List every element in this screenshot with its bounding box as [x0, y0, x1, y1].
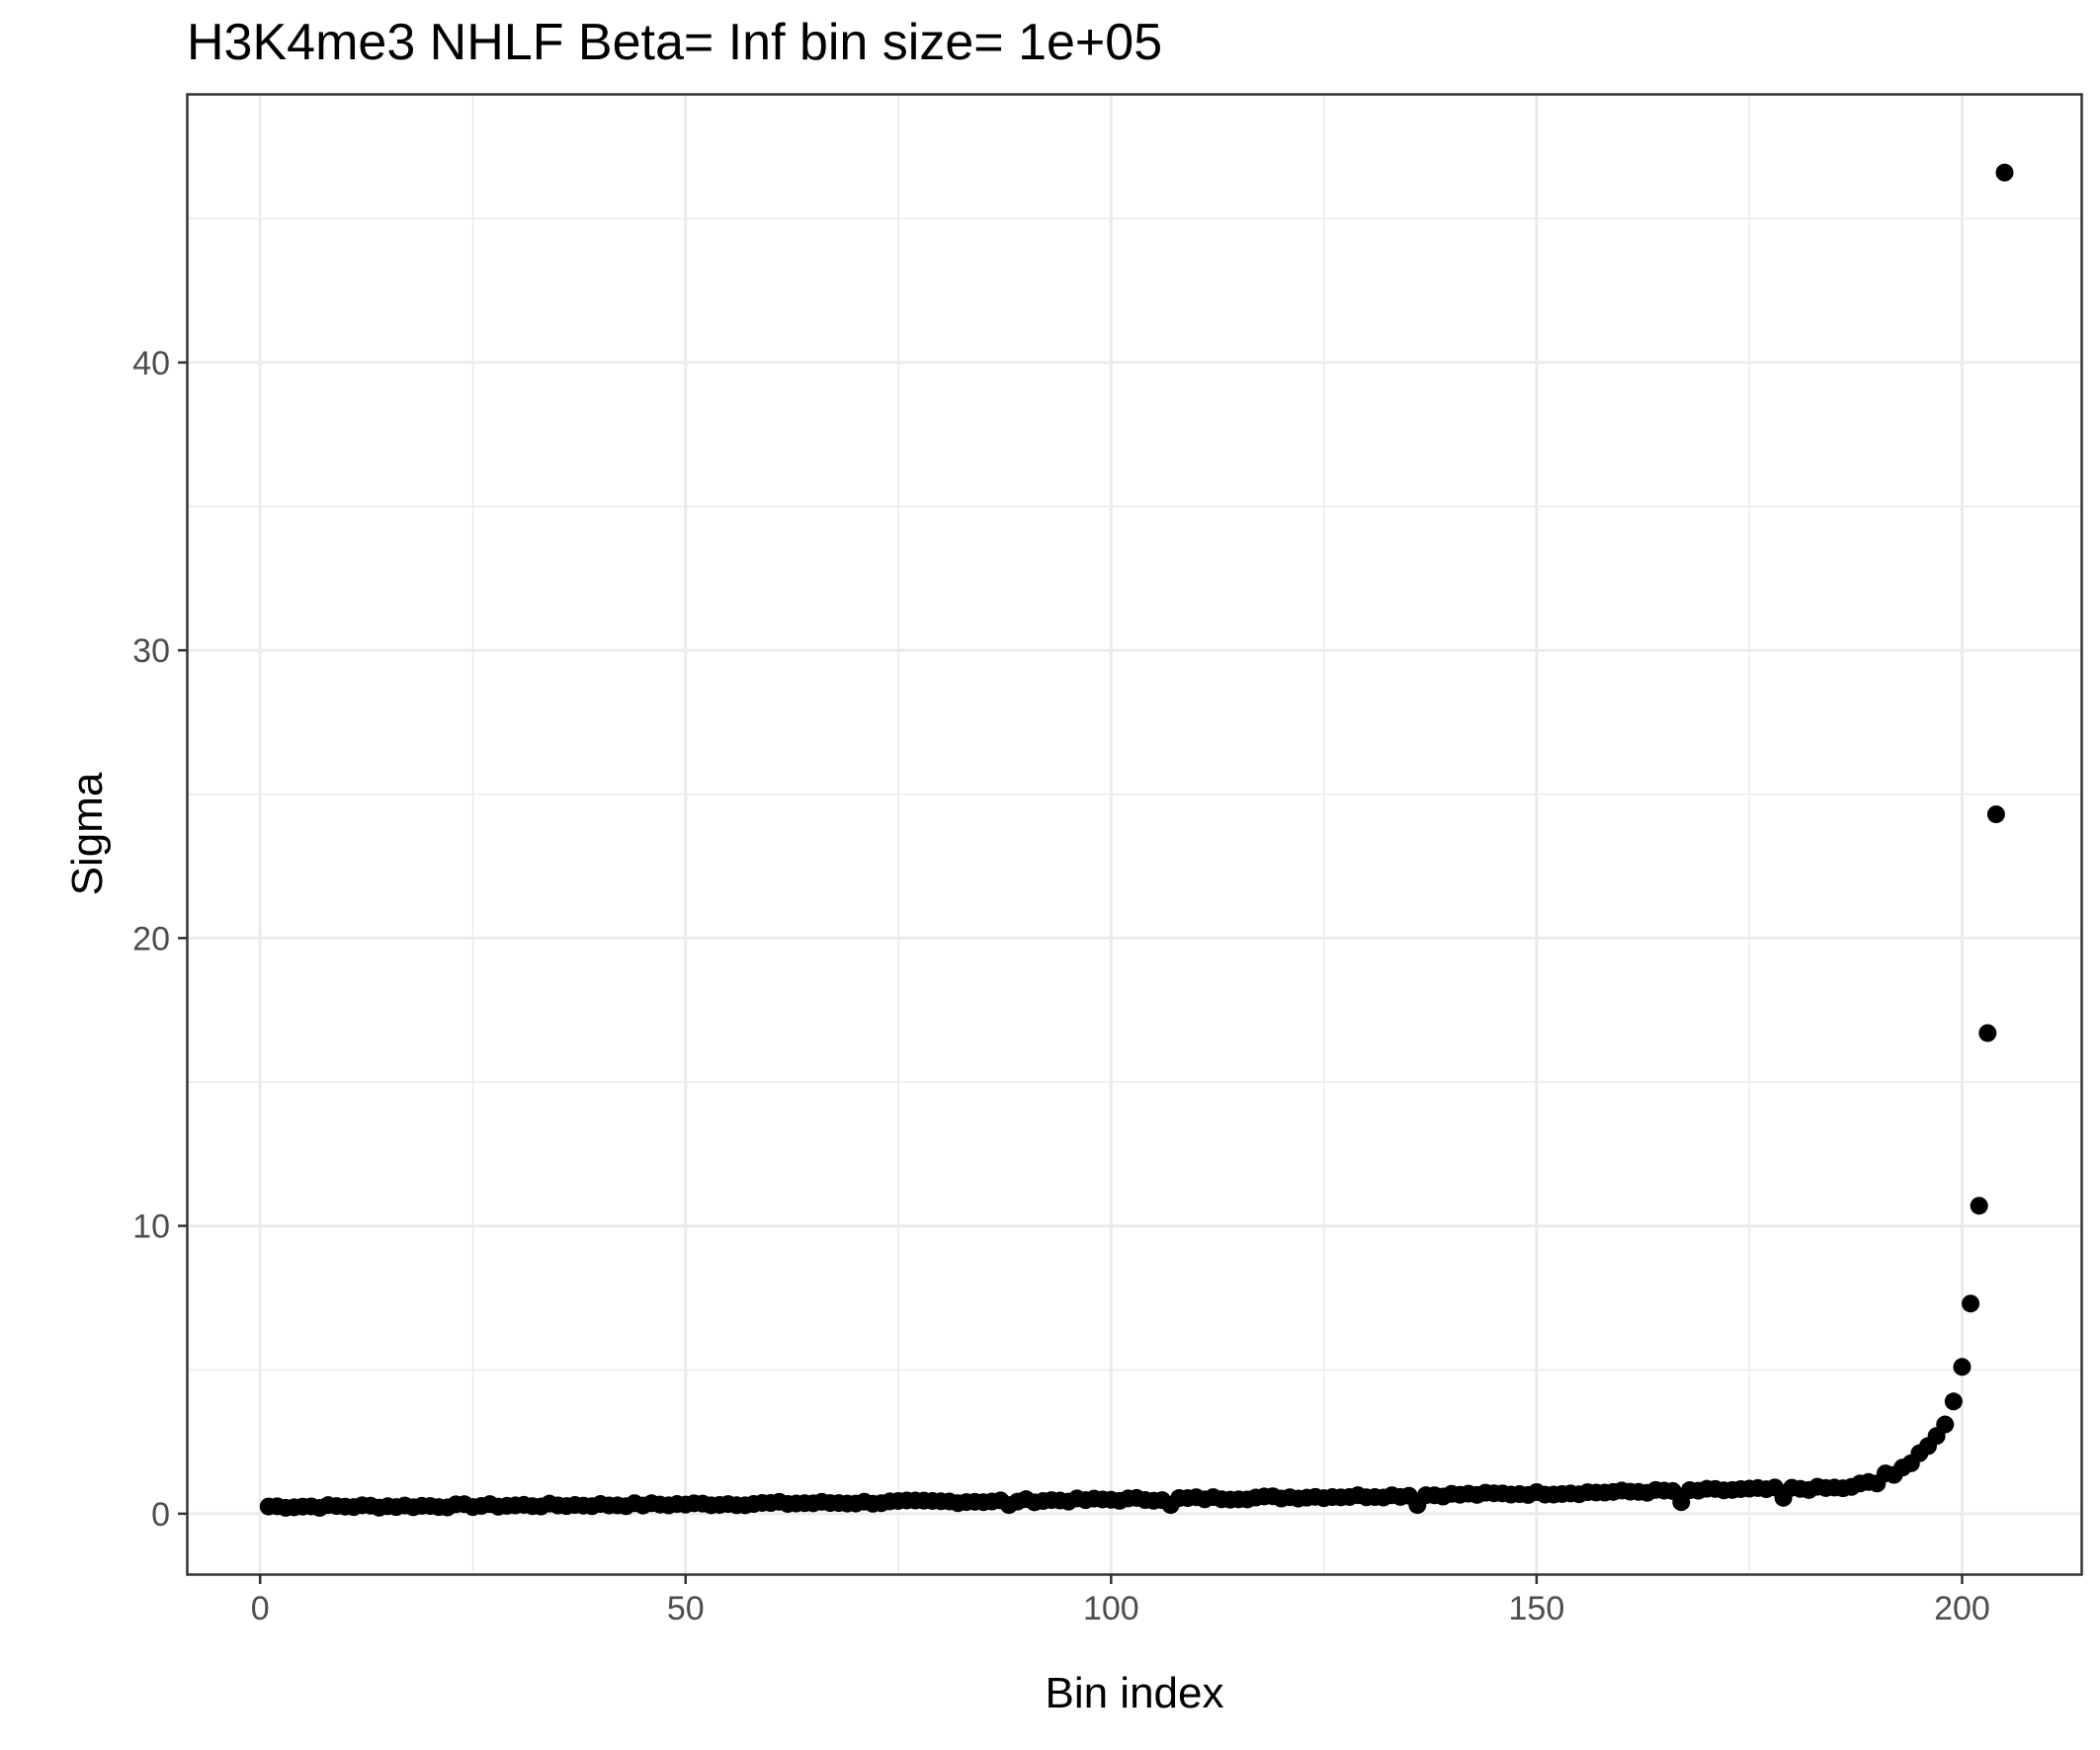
- y-tick-label: 0: [151, 1496, 170, 1534]
- grid-lines: [188, 95, 2081, 1574]
- x-tick-label: 0: [251, 1590, 270, 1627]
- y-tick-label: 10: [132, 1208, 170, 1246]
- x-tick-label: 150: [1509, 1590, 1565, 1627]
- x-tick-label: 50: [667, 1590, 705, 1627]
- data-point: [1978, 1024, 1997, 1042]
- data-point: [1962, 1294, 1980, 1313]
- data-points: [259, 163, 2014, 1517]
- data-point: [1970, 1197, 1988, 1215]
- y-axis-title: Sigma: [63, 772, 112, 895]
- data-point: [1944, 1392, 1963, 1411]
- x-tick-label: 100: [1083, 1590, 1139, 1627]
- chart-title: H3K4me3 NHLF Beta= Inf bin size= 1e+05: [187, 14, 1162, 71]
- data-point: [1995, 163, 2014, 182]
- y-tick-label: 20: [132, 920, 170, 958]
- data-point: [1936, 1415, 1955, 1434]
- y-tick-label: 40: [132, 345, 170, 382]
- y-tick-label: 30: [132, 632, 170, 670]
- plot-panel-border: [186, 93, 2083, 1576]
- data-point: [1953, 1358, 1972, 1376]
- axes: 0 50 100 150 200 0 10 20 30 40: [132, 345, 1990, 1627]
- x-axis-title: Bin index: [1045, 1669, 1223, 1717]
- data-point: [1986, 805, 2005, 824]
- x-tick-label: 200: [1934, 1590, 1990, 1627]
